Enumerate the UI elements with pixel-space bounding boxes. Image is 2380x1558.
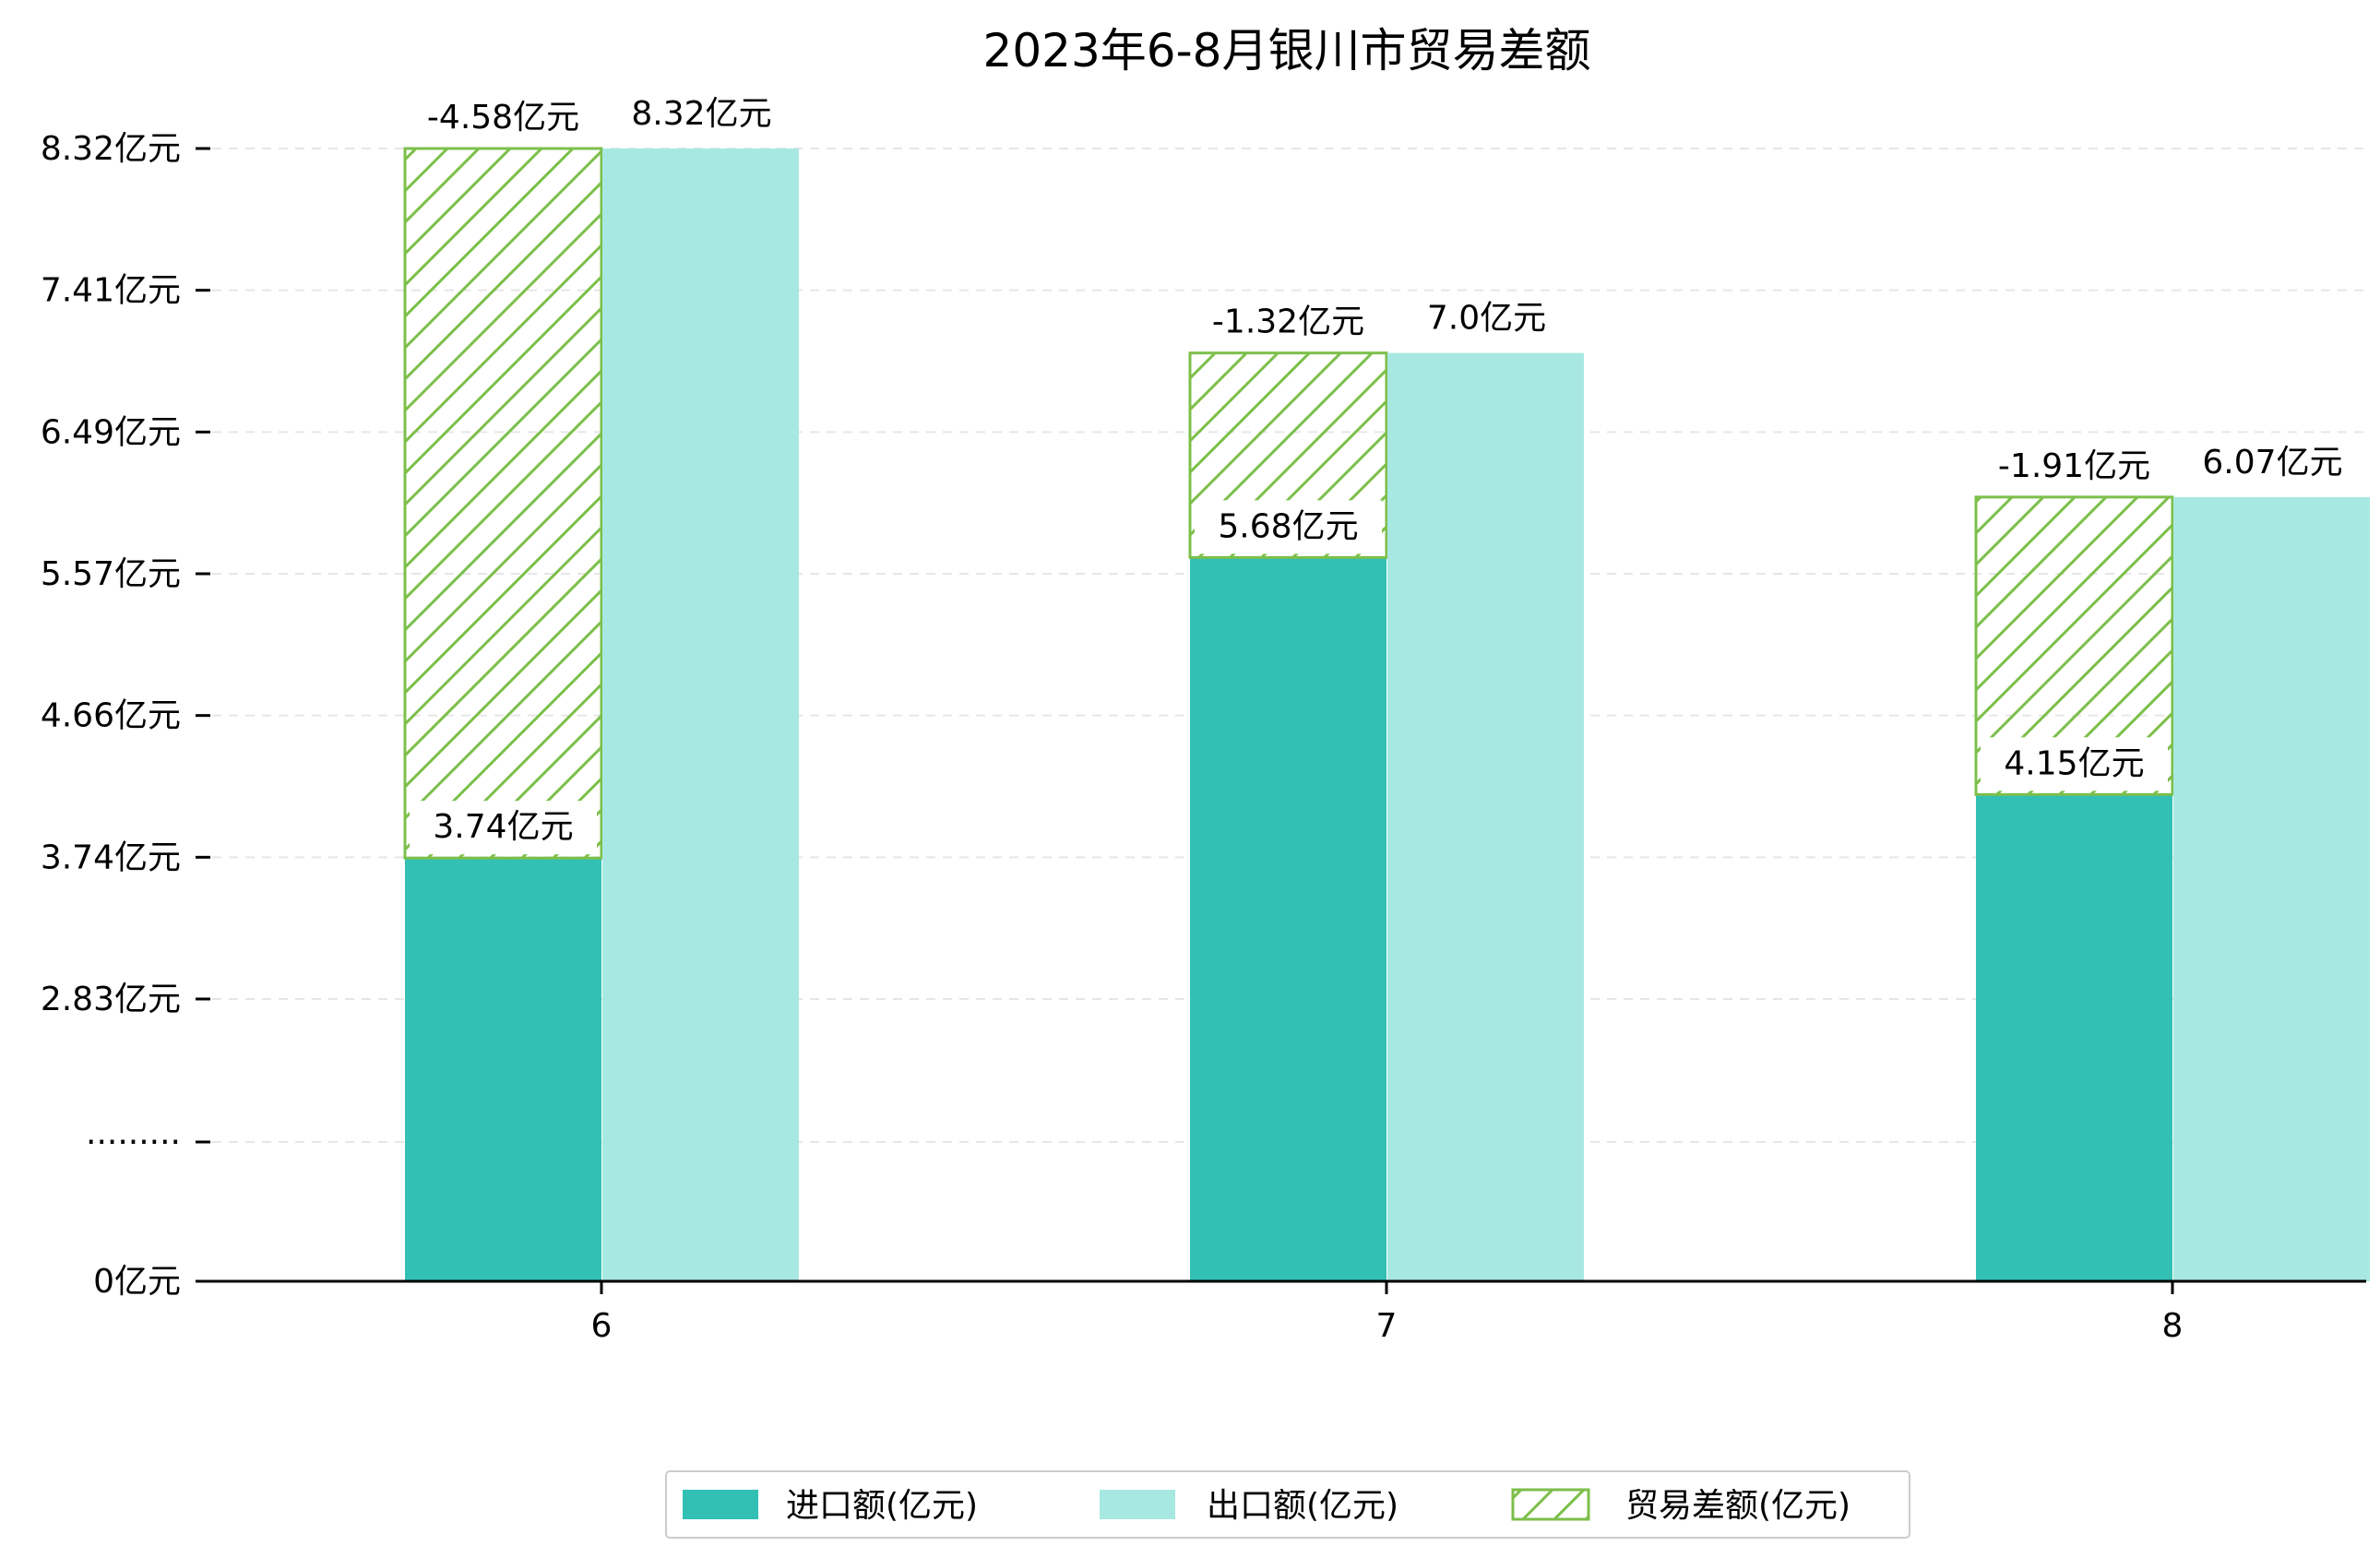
- legend-swatch-balance: [1511, 1488, 1590, 1521]
- x-axis: 6 7 8: [591, 1281, 2184, 1345]
- label-trade-balance: -1.91亿元: [1998, 447, 2150, 485]
- label-import: 5.68亿元: [1218, 507, 1358, 545]
- label-bg: [410, 91, 597, 143]
- legend: 进口额(亿元) 出口额(亿元) 贸易差额(亿元): [665, 1470, 1910, 1539]
- x-tick-label: 6: [591, 1307, 613, 1345]
- bar-import: [1190, 557, 1386, 1281]
- label-bg: [620, 88, 789, 141]
- label-bg: [2191, 435, 2360, 490]
- y-tick-label: 4.66亿元: [41, 697, 181, 735]
- label-bg: [1195, 500, 1382, 554]
- label-import: 3.74亿元: [433, 808, 573, 846]
- label-export: 8.32亿元: [631, 95, 771, 133]
- y-axis: 0亿元 ········· 2.83亿元 3.74亿元 4.66亿元 5.57亿元 6.49…: [41, 130, 210, 1301]
- bars: [403, 147, 2370, 1281]
- y-tick-label: 0亿元: [93, 1263, 181, 1301]
- label-bg: [410, 801, 597, 855]
- label-bg: [1981, 439, 2168, 492]
- x-tick-label: 7: [1376, 1307, 1398, 1345]
- data-labels: -4.58亿元 8.32亿元 3.74亿元 -1.32亿元 7.0亿元 5.68亿元 -1.…: [410, 88, 2360, 855]
- y-tick-label: ·········: [86, 1124, 181, 1161]
- bar-export: [602, 149, 799, 1281]
- y-tick-label: 2.83亿元: [41, 981, 181, 1018]
- y-tick-label: 6.49亿元: [41, 413, 181, 451]
- bar-export: [2173, 496, 2370, 1281]
- legend-swatch-import: [683, 1490, 758, 1519]
- y-tick-label: 3.74亿元: [41, 838, 181, 876]
- bar-import: [405, 858, 601, 1281]
- y-tick-label: 5.57亿元: [41, 555, 181, 593]
- label-trade-balance: -1.32亿元: [1212, 303, 1364, 341]
- label-export: 7.0亿元: [1427, 300, 1546, 338]
- legend-frame: [665, 1470, 1910, 1539]
- label-bg: [1405, 291, 1574, 346]
- bar-trade-balance: [403, 147, 603, 860]
- legend-label-export: 出口额(亿元): [1207, 1487, 1398, 1525]
- legend-label-balance: 贸易差额(亿元): [1625, 1487, 1850, 1525]
- x-tick-label: 8: [2162, 1307, 2184, 1345]
- y-tick-label: 7.41亿元: [41, 272, 181, 310]
- label-bg: [1981, 737, 2168, 791]
- y-tick-label: 8.32亿元: [41, 130, 181, 168]
- legend-label-import: 进口额(亿元): [786, 1487, 978, 1525]
- chart-title: 2023年6-8月银川市贸易差额: [983, 24, 1591, 77]
- label-bg: [1195, 295, 1382, 348]
- label-import: 4.15亿元: [2004, 744, 2144, 782]
- bar-export: [1387, 352, 1584, 1281]
- legend-swatch-export: [1100, 1490, 1175, 1519]
- label-export: 6.07亿元: [2202, 444, 2342, 482]
- label-trade-balance: -4.58亿元: [427, 99, 579, 137]
- bar-import: [1976, 794, 2172, 1281]
